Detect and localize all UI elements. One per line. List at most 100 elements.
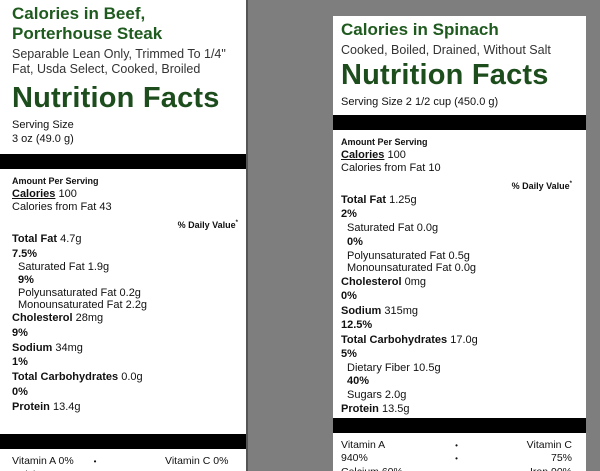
vitamin: Vitamin A: [341, 438, 386, 451]
calories-value: 100: [387, 149, 406, 161]
serving: Serving Size 3 oz (49.0 g): [12, 119, 238, 146]
dv-header: % Daily Value: [177, 220, 236, 230]
divider-bar: [0, 434, 246, 450]
daily-value-header: % Daily Value*: [12, 216, 238, 232]
daily-value: 5%: [341, 347, 357, 360]
nutrient-name: Dietary Fiber: [347, 361, 410, 374]
nutrient: Protein 13.4g: [12, 400, 238, 415]
serving-line: Serving Size: [12, 119, 74, 131]
subtitle: Cooked, Boiled, Drained, Without Salt: [341, 43, 551, 57]
vitamin: Vitamin C 0%: [165, 455, 229, 468]
dv-header: % Daily Value: [511, 181, 570, 191]
nutrient-amount: 315mg: [384, 304, 419, 317]
nutrient: Monounsaturated Fat 2.2g: [12, 298, 238, 312]
vitamin-row: Vitamin A Vitamin C: [341, 439, 572, 453]
daily-value: 9%: [18, 274, 34, 287]
nutrient-amount: 4.7g: [60, 233, 82, 245]
nutrient-name: Sodium: [341, 304, 382, 317]
vitamin: 75%: [550, 452, 572, 465]
daily-value: 0%: [347, 235, 363, 248]
nutrient-amount: 0.0g: [121, 371, 143, 384]
nutrient: Sugars 2.0g: [341, 389, 572, 402]
nutrient-name: Sodium: [12, 341, 53, 354]
vitamin: Iron 90%: [467, 466, 572, 471]
calories: Calories 100: [341, 149, 572, 162]
nutrient-name: Polyunsaturated Fat: [347, 249, 446, 262]
daily-value: 0%: [12, 385, 28, 398]
vitamin: Vitamin C: [526, 438, 572, 451]
nutrient: Sodium 315mg: [341, 304, 572, 318]
nutrient: Saturated Fat 0.0g: [341, 222, 572, 235]
divider-bar: [333, 115, 586, 130]
daily-value: 2%: [341, 208, 357, 221]
nutrient: Cholesterol 0mg: [341, 275, 572, 289]
dv-mark: *: [235, 220, 238, 226]
heading: Nutrition Facts: [12, 82, 220, 114]
nutrient: Monounsaturated Fat 0.0g: [341, 262, 572, 275]
nutrient-name: Cholesterol: [341, 275, 402, 288]
nutrient-amount: 34mg: [55, 341, 83, 354]
separator: [447, 439, 467, 453]
calories: Calories 100: [12, 188, 238, 201]
nutrient-name: Total Carbohydrates: [341, 333, 448, 346]
separator: [447, 466, 467, 471]
nutrient-name: Monounsaturated Fat: [18, 298, 123, 311]
amount-per-serving: Amount Per Serving: [12, 176, 99, 186]
nutrient-name: Cholesterol: [12, 312, 73, 325]
serving-line: 3 oz (49.0 g): [12, 133, 74, 145]
nutrient-amount: 17.0g: [450, 333, 478, 346]
nutrient-name: Saturated Fat: [347, 222, 414, 235]
nutrient: Sodium 34mg: [12, 341, 238, 356]
nutrient: Polyunsaturated Fat 0.2g: [12, 287, 238, 300]
vitamin-row: 940% 75%: [341, 452, 572, 466]
nutrient: Total Fat 4.7g: [12, 232, 238, 247]
nutrient-amount: 10.5g: [413, 361, 441, 374]
separator: [85, 455, 105, 469]
nutrient: Dietary Fiber 10.5g: [341, 362, 572, 375]
subtitle: Separable Lean Only, Trimmed To 1/4" Fat…: [12, 47, 226, 76]
nutrient: Total Carbohydrates 0.0g: [12, 370, 238, 385]
daily-value: 1%: [12, 356, 28, 369]
nutrient-name: Protein: [341, 402, 379, 415]
nutrient-amount: 0.0g: [454, 262, 477, 275]
nutrient-amount: 0mg: [404, 275, 426, 288]
divider-bar: [0, 154, 246, 169]
nutrient-amount: 0.5g: [448, 249, 470, 262]
nutrient-amount: 2.2g: [125, 298, 148, 311]
beef-label: Calories in Beef, Porterhouse Steak Separ…: [0, 0, 248, 471]
nutrient-amount: 28mg: [75, 312, 104, 325]
nutrient: Saturated Fat 1.9g: [12, 260, 238, 274]
vitamin: Calcium 1%: [12, 469, 85, 471]
nutrient-name: Saturated Fat: [18, 260, 85, 273]
daily-value: 9%: [12, 326, 28, 339]
daily-value: 40%: [347, 375, 370, 388]
daily-value: 7.5%: [12, 247, 38, 260]
nutrient: Protein 13.5g: [341, 402, 572, 416]
title: Calories in Spinach: [341, 20, 499, 39]
spinach-label: Calories in Spinach Cooked, Boiled, Drain…: [333, 16, 586, 471]
nutrient-name: Total Fat: [12, 233, 58, 245]
title: Calories in Beef, Porterhouse Steak: [12, 4, 163, 43]
serving: Serving Size 2 1/2 cup (450.0 g): [341, 96, 572, 109]
nutrient: Cholesterol 28mg: [12, 311, 238, 326]
nutrient-name: Polyunsaturated Fat: [18, 287, 117, 300]
nutrient-name: Total Carbohydrates: [12, 371, 119, 384]
vitamin-row: Calcium 60% Iron 90%: [341, 466, 572, 471]
daily-value-header: % Daily Value*: [341, 177, 572, 193]
daily-value: 0%: [341, 289, 357, 302]
heading: Nutrition Facts: [341, 59, 549, 91]
nutrient-amount: 1.25g: [389, 194, 417, 206]
nutrient-name: Monounsaturated Fat: [347, 262, 452, 275]
vitamin: Iron 9%: [105, 469, 238, 471]
calories-from-fat: Calories from Fat 10: [341, 162, 441, 174]
nutrient-amount: 1.9g: [87, 260, 110, 273]
nutrient-amount: 13.4g: [52, 400, 81, 413]
calories-label: Calories: [341, 149, 385, 161]
amount-per-serving: Amount Per Serving: [341, 137, 428, 147]
nutrient-amount: 2.0g: [384, 389, 407, 402]
calories-from-fat: Calories from Fat 43: [12, 201, 112, 213]
nutrient: Polyunsaturated Fat 0.5g: [341, 250, 572, 263]
divider-bar: [333, 417, 586, 433]
nutrient: Total Fat 1.25g: [341, 193, 572, 207]
nutrient-amount: 13.5g: [381, 402, 410, 415]
